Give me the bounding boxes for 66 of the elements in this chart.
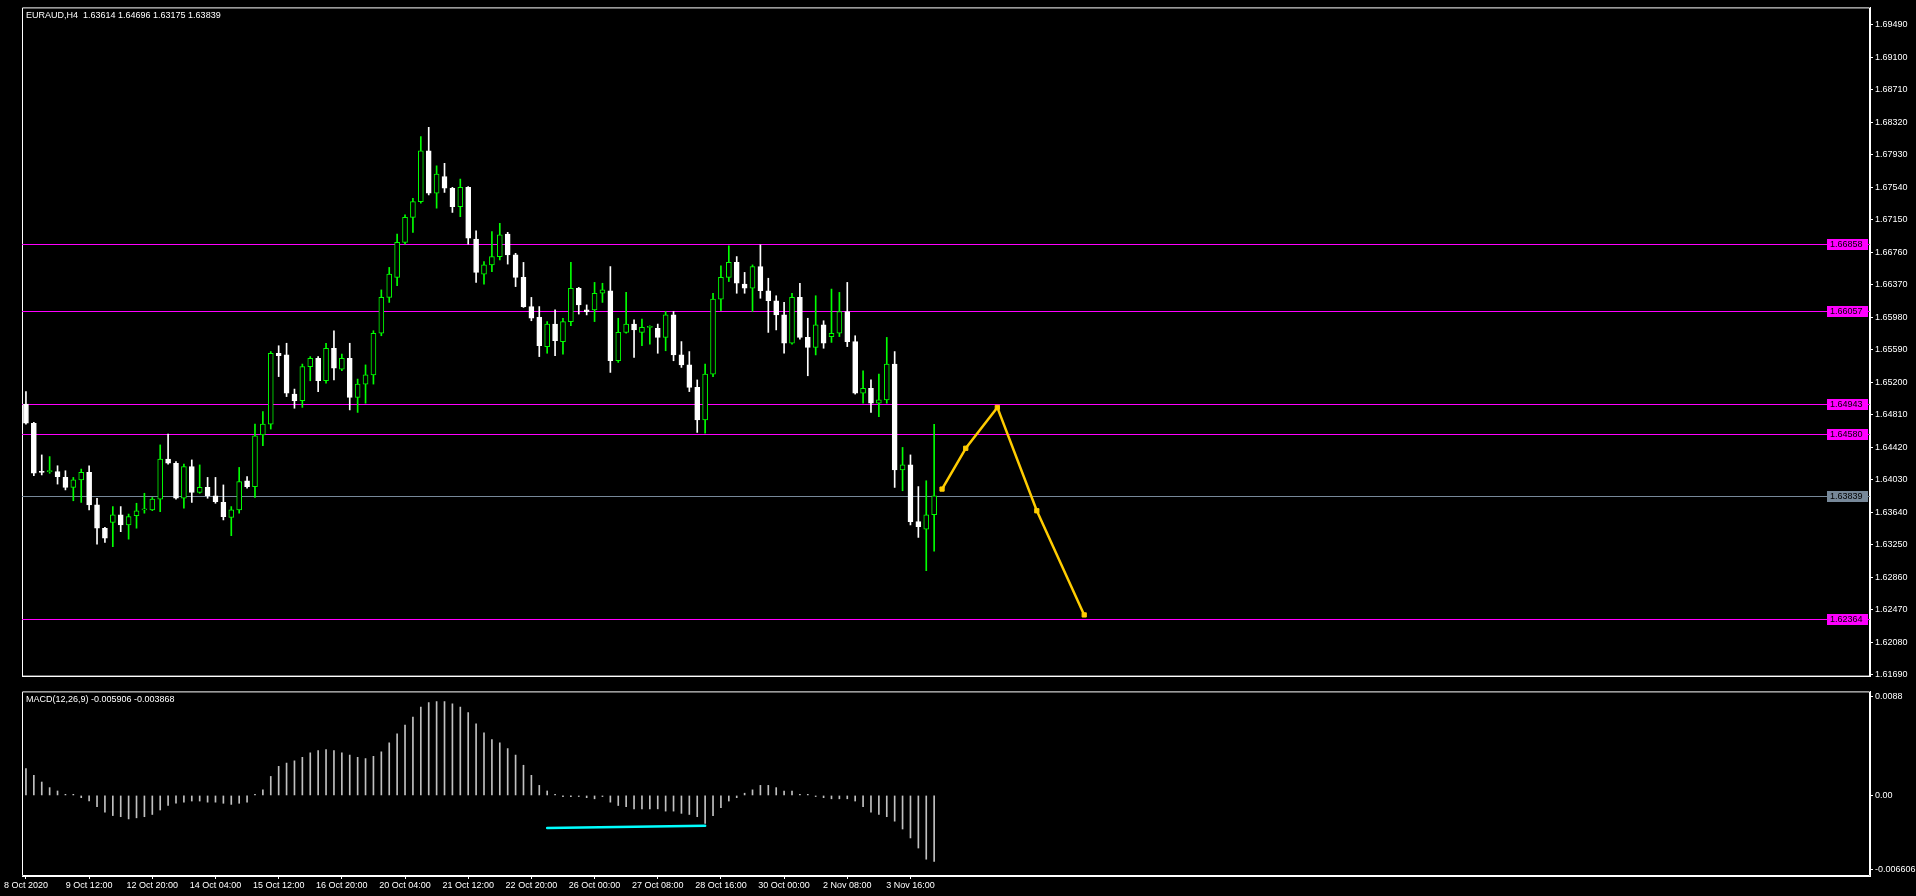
candlestick	[804, 317, 811, 377]
y-tick-label: 0.0088	[1875, 691, 1903, 702]
candlestick	[923, 480, 930, 572]
y-tick-label: 1.63640	[1875, 506, 1908, 517]
ref-line-label: 1.62364	[1830, 613, 1863, 624]
x-tick-label: 16 Oct 20:00	[316, 879, 368, 890]
y-tick-label: 1.65200	[1875, 376, 1908, 387]
y-tick-label: 0.00	[1875, 789, 1893, 800]
point	[963, 445, 969, 451]
x-tick-label: 20 Oct 04:00	[379, 879, 431, 890]
y-tick-label: 1.66760	[1875, 246, 1908, 257]
chart-title: MACD(12,26,9) -0.005906 -0.003868	[26, 693, 175, 704]
x-tick-label: 2 Nov 08:00	[823, 879, 872, 890]
ref-line-label: 1.64943	[1830, 398, 1863, 409]
y-tick-label: 1.65980	[1875, 311, 1908, 322]
x-tick-label: 27 Oct 08:00	[631, 879, 684, 890]
x-tick-label: 3 Nov 16:00	[886, 879, 935, 890]
y-tick-label: 1.68710	[1875, 84, 1908, 95]
y-tick-label: 1.62470	[1875, 604, 1908, 615]
point	[939, 486, 945, 492]
x-tick-label: 28 Oct 16:00	[695, 879, 747, 890]
point	[1034, 508, 1040, 514]
y-tick-label: 1.68320	[1875, 116, 1908, 127]
candlestick	[631, 319, 637, 358]
y-tick-label: 1.62080	[1875, 636, 1908, 647]
candlestick	[78, 468, 85, 503]
candlestick	[623, 292, 629, 334]
y-tick-label: 1.64030	[1875, 474, 1908, 485]
candlestick	[165, 433, 171, 465]
y-tick-label: 1.69490	[1875, 19, 1908, 30]
candlestick	[639, 318, 645, 347]
point	[994, 404, 1000, 411]
y-tick-label: 1.69100	[1875, 51, 1908, 62]
ref-line-label: 1.66858	[1830, 238, 1863, 249]
candlestick	[109, 506, 116, 547]
y-tick-label: 1.67150	[1875, 214, 1908, 225]
y-tick-label: 1.66370	[1875, 279, 1908, 290]
x-tick-label: 9 Oct 12:00	[65, 879, 113, 890]
x-tick-label: 12 Oct 20:00	[126, 879, 179, 890]
y-tick-label: 1.64810	[1875, 409, 1908, 420]
y-tick-label: -0.006606	[1875, 863, 1916, 874]
x-tick-label: 26 Oct 00:00	[568, 879, 621, 890]
x-tick-label: 8 Oct 2020	[3, 879, 48, 890]
y-tick-label: 1.67930	[1875, 149, 1908, 160]
candlestick	[860, 370, 866, 404]
ref-line-label: 1.64580	[1830, 428, 1863, 439]
y-tick-label: 1.65590	[1875, 344, 1908, 355]
x-tick-label: 30 Oct 00:00	[758, 879, 810, 890]
y-tick-label: 1.64420	[1875, 441, 1908, 452]
candlestick	[931, 424, 937, 552]
y-tick-label: 1.62860	[1875, 571, 1908, 582]
x-tick-label: 14 Oct 04:00	[189, 879, 242, 890]
x-tick-label: 22 Oct 20:00	[505, 879, 558, 890]
y-tick-label: 1.61690	[1875, 669, 1908, 680]
candlestick	[489, 231, 495, 272]
candlestick	[196, 464, 203, 494]
y-tick-label: 1.67540	[1875, 181, 1908, 192]
candlestick	[876, 373, 882, 417]
candlestick	[765, 277, 772, 333]
ref-line-label: 1.63839	[1830, 490, 1863, 501]
point	[1081, 612, 1087, 618]
ref-line-label: 1.66057	[1830, 305, 1863, 316]
x-tick-label: 21 Oct 12:00	[442, 879, 494, 890]
x-tick-label: 15 Oct 12:00	[252, 879, 305, 890]
chart-title: EURAUD,H4 1.63614 1.64696 1.63175 1.63839	[26, 9, 221, 20]
y-tick-label: 1.63250	[1875, 539, 1908, 550]
